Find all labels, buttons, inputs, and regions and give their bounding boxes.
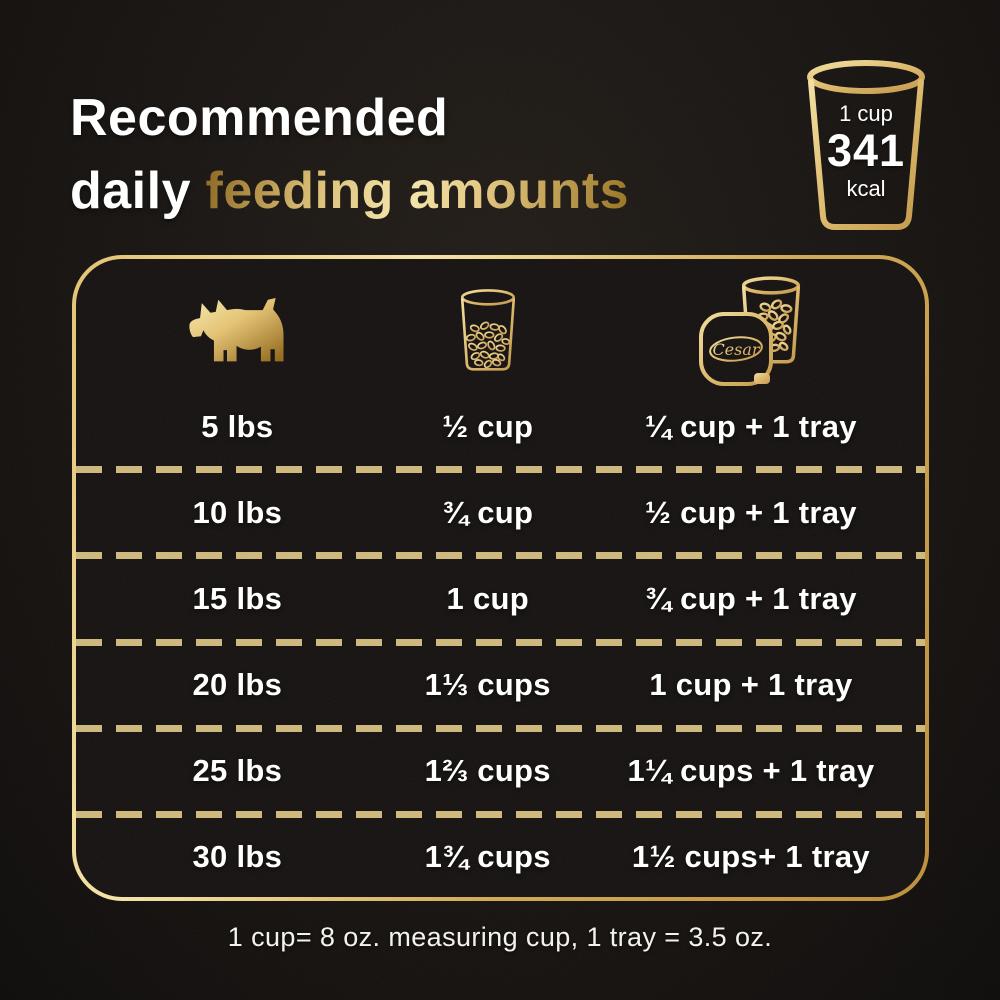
mixed-amount-cell: ½ cup + 1 tray — [645, 494, 857, 530]
weight-cell: 20 lbs — [192, 667, 283, 703]
dry-amount-cell: 1 cup — [446, 580, 529, 616]
dry-amount-cell: 1¾ cups — [424, 839, 551, 875]
calorie-unit: kcal — [846, 176, 886, 201]
kibble-cup-icon — [460, 289, 515, 371]
dashed-divider — [76, 466, 925, 474]
weight-cell: 25 lbs — [192, 753, 283, 789]
weight-cell: 30 lbs — [192, 839, 283, 875]
feeding-table: Cesar 5 lbs ½ cup ¼ cup + 1 tray 10 lbs … — [72, 255, 929, 901]
title-feeding-amounts-text: feeding amounts — [205, 162, 630, 220]
page-title: Recommended daily feeding amounts — [70, 82, 629, 228]
dashed-divider — [76, 638, 925, 646]
cesar-logo-text: Cesar — [712, 340, 760, 359]
title-daily-text: daily — [70, 162, 191, 220]
dashed-divider — [76, 810, 925, 818]
calorie-cup-label: 1 cup — [839, 101, 893, 126]
calorie-value: 341 — [826, 125, 906, 176]
dry-amount-cell: ¾ cup — [442, 494, 534, 530]
dry-amount-cell: 1⅓ cups — [424, 667, 551, 703]
dry-amount-cell: 1⅔ cups — [424, 753, 551, 789]
calorie-badge-text: 1 cup 341 kcal — [800, 100, 932, 204]
mixed-amount-cell: ¾ cup + 1 tray — [645, 580, 857, 616]
cesar-tray-icon: Cesar — [698, 312, 773, 386]
cup-and-tray-icon: Cesar — [698, 276, 800, 386]
mixed-amount-cell: 1¼ cups + 1 tray — [627, 753, 875, 789]
table-row: 25 lbs 1⅔ cups 1¼ cups + 1 tray — [76, 732, 925, 811]
dashed-divider — [76, 552, 925, 560]
mixed-amount-cell: ¼ cup + 1 tray — [645, 408, 857, 444]
title-line-1: Recommended — [70, 89, 449, 147]
table-row: 10 lbs ¾ cup ½ cup + 1 tray — [76, 473, 925, 552]
footnote: 1 cup= 8 oz. measuring cup, 1 tray = 3.5… — [227, 922, 773, 952]
title-line-2: daily feeding amounts — [70, 155, 629, 228]
feeding-table-header: Cesar — [76, 259, 925, 387]
calorie-badge: 1 cup 341 kcal — [800, 56, 932, 236]
table-row: 20 lbs 1⅓ cups 1 cup + 1 tray — [76, 646, 925, 725]
weight-cell: 5 lbs — [201, 408, 274, 444]
dashed-divider — [76, 724, 925, 732]
dry-amount-cell: ½ cup — [442, 408, 534, 444]
weight-cell: 10 lbs — [192, 494, 283, 530]
mixed-amount-cell: 1½ cups+ 1 tray — [631, 839, 870, 875]
dog-icon — [189, 297, 284, 362]
table-row: 15 lbs 1 cup ¾ cup + 1 tray — [76, 559, 925, 638]
table-row: 30 lbs 1¾ cups 1½ cups+ 1 tray — [76, 818, 925, 897]
mixed-amount-cell: 1 cup + 1 tray — [649, 667, 853, 703]
table-row: 5 lbs ½ cup ¼ cup + 1 tray — [76, 387, 925, 466]
weight-cell: 15 lbs — [192, 580, 283, 616]
